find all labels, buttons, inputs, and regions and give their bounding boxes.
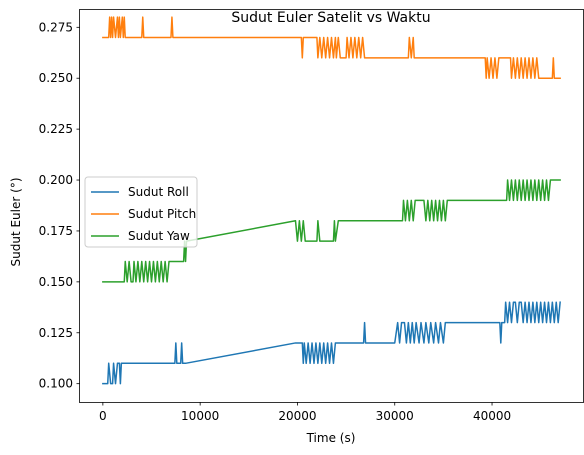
y-axis: 0.100 0.125 0.150 0.175 0.200 0.225 0.250 0.275: [39, 20, 80, 391]
x-axis: 0 10000 20000 30000 40000: [99, 402, 511, 423]
series-line-sudut-roll: [102, 301, 561, 385]
series-line-sudut-pitch: [102, 16, 561, 79]
chart-title: Sudut Euler Satelit vs Waktu: [231, 10, 430, 26]
x-axis-label: Time (s): [306, 431, 356, 445]
x-tick-label: 20000: [278, 409, 316, 423]
y-tick-label: 0.200: [39, 173, 73, 187]
y-tick-label: 0.175: [39, 224, 73, 238]
y-tick-label: 0.100: [39, 377, 73, 391]
legend-label-pitch: Sudut Pitch: [128, 207, 196, 221]
series-line-sudut-yaw: [102, 179, 561, 283]
y-axis-label: Sudut Euler (°): [9, 178, 23, 267]
y-tick-label: 0.125: [39, 326, 73, 340]
x-tick-label: 40000: [473, 409, 511, 423]
series-layer: [102, 16, 561, 385]
y-tick-label: 0.250: [39, 71, 73, 85]
legend-label-roll: Sudut Roll: [128, 185, 189, 199]
x-tick-label: 30000: [376, 409, 414, 423]
x-tick-label: 10000: [181, 409, 219, 423]
y-tick-label: 0.275: [39, 20, 73, 34]
legend: Sudut Roll Sudut Pitch Sudut Yaw: [84, 176, 198, 248]
legend-label-yaw: Sudut Yaw: [128, 229, 190, 243]
x-tick-label: 0: [99, 409, 107, 423]
y-tick-label: 0.225: [39, 122, 73, 136]
y-tick-label: 0.150: [39, 275, 73, 289]
legend-box: [84, 176, 198, 248]
